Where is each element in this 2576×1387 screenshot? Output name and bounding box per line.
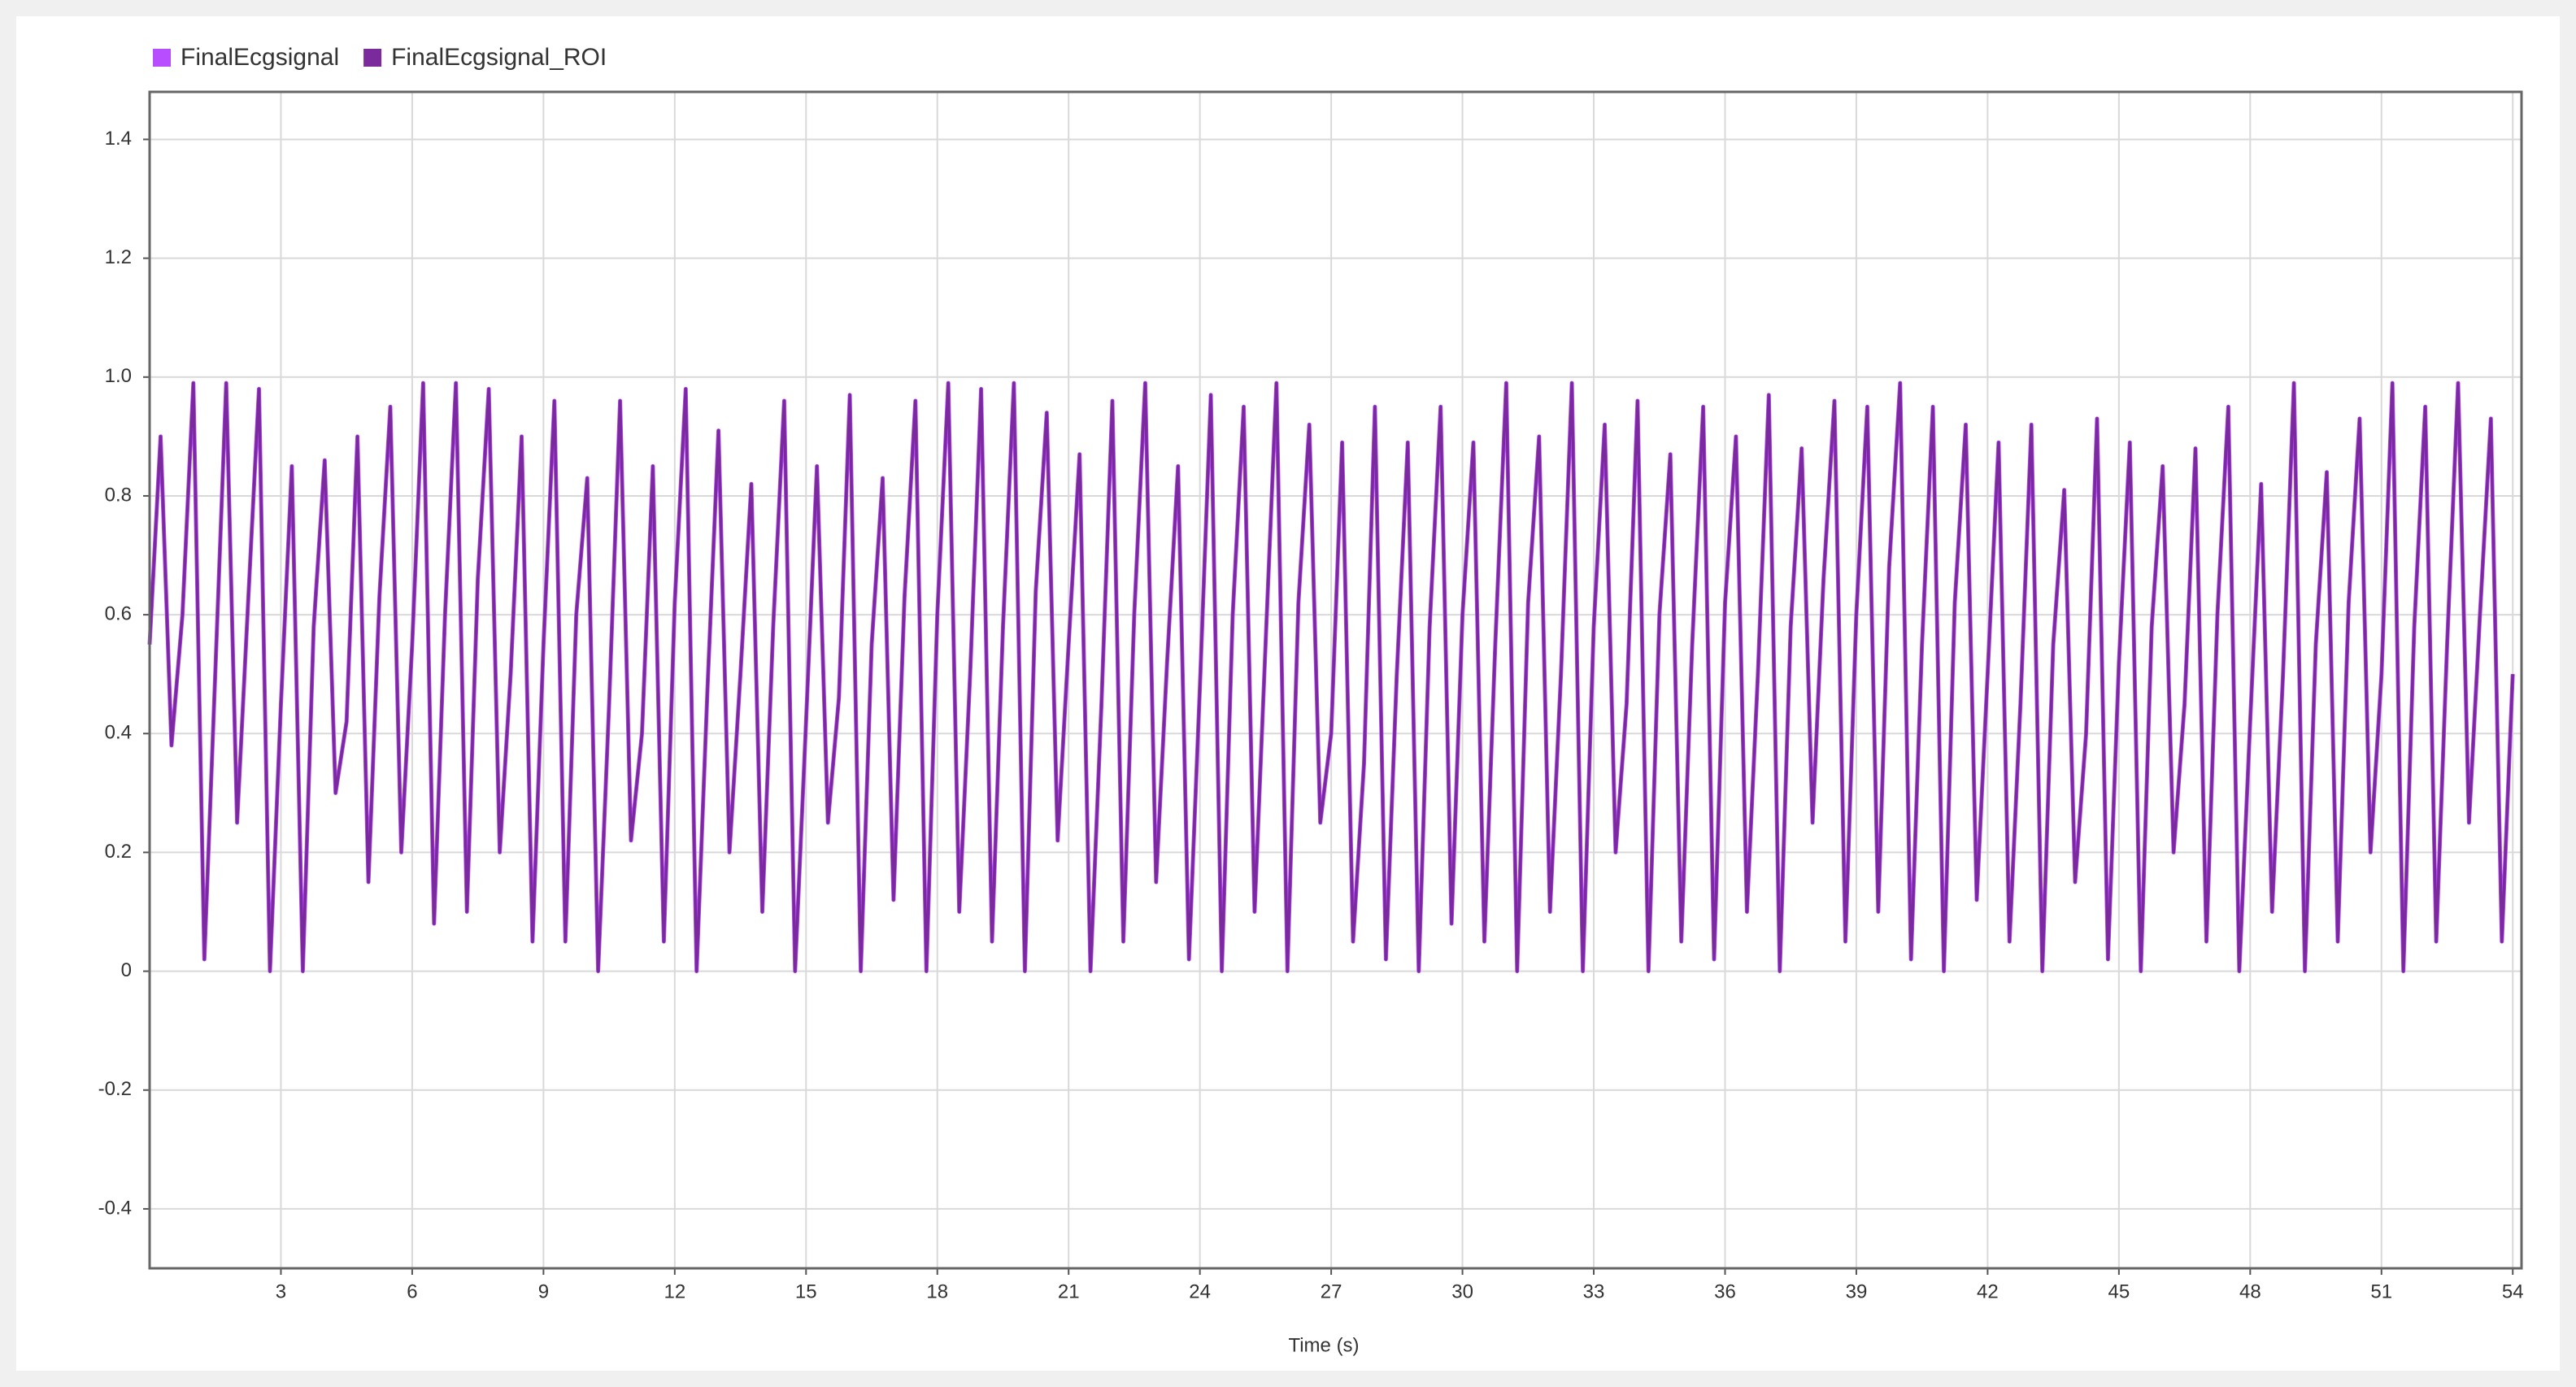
x-tick-label: 30 [1451, 1280, 1473, 1302]
y-tick-label: 0.4 [105, 722, 132, 744]
x-tick-label: 18 [926, 1280, 948, 1302]
y-tick-label: 0.8 [105, 484, 132, 506]
plot-frame [148, 90, 2523, 1270]
legend-swatch [363, 49, 382, 67]
y-tick-label: 0.2 [105, 841, 132, 863]
legend-label: FinalEcgsignal_ROI [391, 44, 607, 71]
x-tick-label: 21 [1058, 1280, 1080, 1302]
x-tick-label: 24 [1189, 1280, 1211, 1302]
x-tick-label: 42 [1977, 1280, 1999, 1302]
x-tick-label: 6 [407, 1280, 417, 1302]
x-tick-label: 36 [1714, 1280, 1736, 1302]
y-tick-label: 1.0 [105, 365, 132, 387]
x-tick-label: 3 [276, 1280, 286, 1302]
x-tick-label: 48 [2239, 1280, 2261, 1302]
x-tick-label: 45 [2108, 1280, 2130, 1302]
y-tick-label: 1.4 [105, 128, 132, 150]
y-tick-label: -0.2 [98, 1078, 132, 1100]
x-tick-label: 12 [664, 1280, 685, 1302]
x-tick-label: 33 [1583, 1280, 1605, 1302]
x-tick-label: 39 [1846, 1280, 1868, 1302]
legend-swatch [153, 49, 171, 67]
x-tick-label: 51 [2370, 1280, 2392, 1302]
x-tick-label: 15 [795, 1280, 817, 1302]
x-axis-label: Time (s) [1288, 1334, 1359, 1356]
x-tick-label: 9 [538, 1280, 549, 1302]
y-tick-label: 0.6 [105, 602, 132, 624]
legend-label: FinalEcgsignal [181, 44, 339, 71]
x-tick-label: 27 [1321, 1280, 1342, 1302]
x-tick-label: 54 [2502, 1280, 2524, 1302]
series-line [148, 381, 2514, 973]
y-tick-label: 1.2 [105, 246, 132, 268]
y-tick-label: 0 [121, 959, 132, 981]
y-tick-label: -0.4 [98, 1197, 132, 1219]
